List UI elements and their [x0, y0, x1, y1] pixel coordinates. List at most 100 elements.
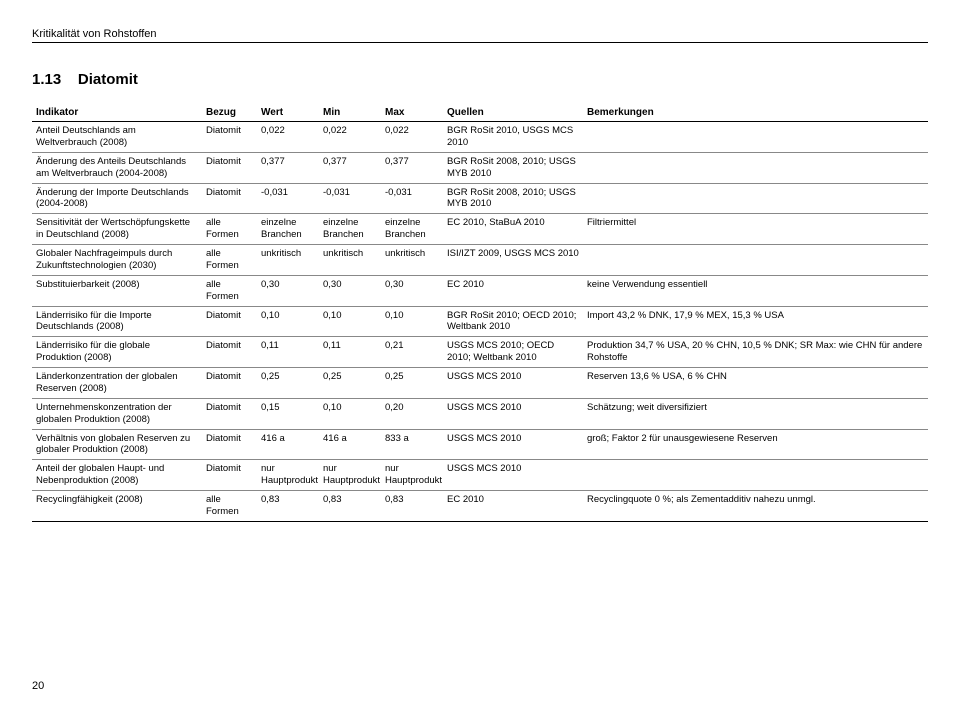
cell-max: 0,20: [381, 398, 443, 429]
table-header-row: Indikator Bezug Wert Min Max Quellen Bem…: [32, 104, 928, 122]
cell-wert: 416 a: [257, 429, 319, 460]
cell-quellen: USGS MCS 2010: [443, 429, 583, 460]
th-bezug: Bezug: [202, 104, 257, 122]
cell-indikator: Anteil der globalen Haupt- und Nebenprod…: [32, 460, 202, 491]
table-row: Sensitivität der Wertschöpfungskette in …: [32, 214, 928, 245]
cell-bezug: Diatomit: [202, 152, 257, 183]
table-row: Verhältnis von globalen Reserven zu glob…: [32, 429, 928, 460]
cell-bezug: alle Formen: [202, 245, 257, 276]
cell-max: 0,83: [381, 491, 443, 522]
cell-bezug: Diatomit: [202, 337, 257, 368]
cell-quellen: BGR RoSit 2008, 2010; USGS MYB 2010: [443, 152, 583, 183]
cell-indikator: Recyclingfähigkeit (2008): [32, 491, 202, 522]
cell-max: 833 a: [381, 429, 443, 460]
cell-quellen: USGS MCS 2010: [443, 398, 583, 429]
table-row: Globaler Nachfrageimpuls durch Zukunftst…: [32, 245, 928, 276]
cell-bezug: Diatomit: [202, 460, 257, 491]
cell-wert: 0,11: [257, 337, 319, 368]
th-quellen: Quellen: [443, 104, 583, 122]
cell-wert: 0,25: [257, 368, 319, 399]
table-row: Änderung der Importe Deutschlands (2004-…: [32, 183, 928, 214]
cell-indikator: Anteil Deutschlands am Weltverbrauch (20…: [32, 122, 202, 153]
th-wert: Wert: [257, 104, 319, 122]
cell-quellen: BGR RoSit 2010, USGS MCS 2010: [443, 122, 583, 153]
cell-quellen: USGS MCS 2010; OECD 2010; Weltbank 2010: [443, 337, 583, 368]
cell-wert: einzelne Branchen: [257, 214, 319, 245]
cell-bezug: Diatomit: [202, 183, 257, 214]
cell-bezug: Diatomit: [202, 122, 257, 153]
cell-bemerkungen: Import 43,2 % DNK, 17,9 % MEX, 15,3 % US…: [583, 306, 928, 337]
cell-min: 0,30: [319, 275, 381, 306]
cell-wert: 0,10: [257, 306, 319, 337]
indicators-table: Indikator Bezug Wert Min Max Quellen Bem…: [32, 104, 928, 522]
table-row: Recyclingfähigkeit (2008)alle Formen0,83…: [32, 491, 928, 522]
cell-indikator: Verhältnis von globalen Reserven zu glob…: [32, 429, 202, 460]
cell-bezug: Diatomit: [202, 429, 257, 460]
cell-bemerkungen: Reserven 13,6 % USA, 6 % CHN: [583, 368, 928, 399]
table-row: Anteil der globalen Haupt- und Nebenprod…: [32, 460, 928, 491]
cell-wert: unkritisch: [257, 245, 319, 276]
table-row: Substituierbarkeit (2008)alle Formen0,30…: [32, 275, 928, 306]
cell-quellen: BGR RoSit 2008, 2010; USGS MYB 2010: [443, 183, 583, 214]
table-row: Länderrisiko für die Importe Deutschland…: [32, 306, 928, 337]
cell-max: 0,022: [381, 122, 443, 153]
cell-quellen: USGS MCS 2010: [443, 368, 583, 399]
cell-min: 0,11: [319, 337, 381, 368]
th-bemerkungen: Bemerkungen: [583, 104, 928, 122]
cell-bemerkungen: groß; Faktor 2 für unausgewiesene Reserv…: [583, 429, 928, 460]
cell-max: einzelne Branchen: [381, 214, 443, 245]
cell-min: -0,031: [319, 183, 381, 214]
section-number: 1.13: [32, 71, 61, 88]
cell-bemerkungen: Produktion 34,7 % USA, 20 % CHN, 10,5 % …: [583, 337, 928, 368]
cell-indikator: Länderrisiko für die Importe Deutschland…: [32, 306, 202, 337]
th-min: Min: [319, 104, 381, 122]
cell-indikator: Länderkonzentration der globalen Reserve…: [32, 368, 202, 399]
cell-min: 0,83: [319, 491, 381, 522]
th-max: Max: [381, 104, 443, 122]
cell-quellen: ISI/IZT 2009, USGS MCS 2010: [443, 245, 583, 276]
cell-max: 0,377: [381, 152, 443, 183]
cell-bezug: alle Formen: [202, 275, 257, 306]
cell-wert: 0,83: [257, 491, 319, 522]
cell-min: 0,10: [319, 306, 381, 337]
cell-indikator: Globaler Nachfrageimpuls durch Zukunftst…: [32, 245, 202, 276]
table-row: Anteil Deutschlands am Weltverbrauch (20…: [32, 122, 928, 153]
cell-wert: 0,377: [257, 152, 319, 183]
cell-bezug: alle Formen: [202, 491, 257, 522]
cell-bemerkungen: [583, 152, 928, 183]
cell-min: 0,377: [319, 152, 381, 183]
page-number: 20: [32, 680, 44, 692]
cell-quellen: EC 2010: [443, 275, 583, 306]
cell-min: einzelne Branchen: [319, 214, 381, 245]
cell-quellen: EC 2010, StaBuA 2010: [443, 214, 583, 245]
page-header: Kritikalität von Rohstoffen: [32, 28, 928, 43]
cell-wert: 0,15: [257, 398, 319, 429]
table-row: Länderrisiko für die globale Produktion …: [32, 337, 928, 368]
cell-bezug: Diatomit: [202, 306, 257, 337]
cell-bemerkungen: Schätzung; weit diversifiziert: [583, 398, 928, 429]
cell-max: nur Hauptprodukt: [381, 460, 443, 491]
cell-indikator: Substituierbarkeit (2008): [32, 275, 202, 306]
cell-bemerkungen: [583, 245, 928, 276]
table-row: Änderung des Anteils Deutschlands am Wel…: [32, 152, 928, 183]
cell-bezug: alle Formen: [202, 214, 257, 245]
cell-quellen: EC 2010: [443, 491, 583, 522]
cell-max: 0,10: [381, 306, 443, 337]
cell-min: 0,10: [319, 398, 381, 429]
cell-bemerkungen: [583, 122, 928, 153]
cell-min: 416 a: [319, 429, 381, 460]
cell-bezug: Diatomit: [202, 398, 257, 429]
cell-wert: 0,022: [257, 122, 319, 153]
cell-indikator: Änderung des Anteils Deutschlands am Wel…: [32, 152, 202, 183]
cell-wert: 0,30: [257, 275, 319, 306]
th-indikator: Indikator: [32, 104, 202, 122]
cell-indikator: Unternehmenskonzentration der globalen P…: [32, 398, 202, 429]
section-name: Diatomit: [78, 71, 138, 88]
cell-bezug: Diatomit: [202, 368, 257, 399]
cell-bemerkungen: Recyclingquote 0 %; als Zementadditiv na…: [583, 491, 928, 522]
cell-min: nur Hauptprodukt: [319, 460, 381, 491]
table-row: Länderkonzentration der globalen Reserve…: [32, 368, 928, 399]
cell-wert: nur Hauptprodukt: [257, 460, 319, 491]
cell-min: 0,022: [319, 122, 381, 153]
cell-max: unkritisch: [381, 245, 443, 276]
